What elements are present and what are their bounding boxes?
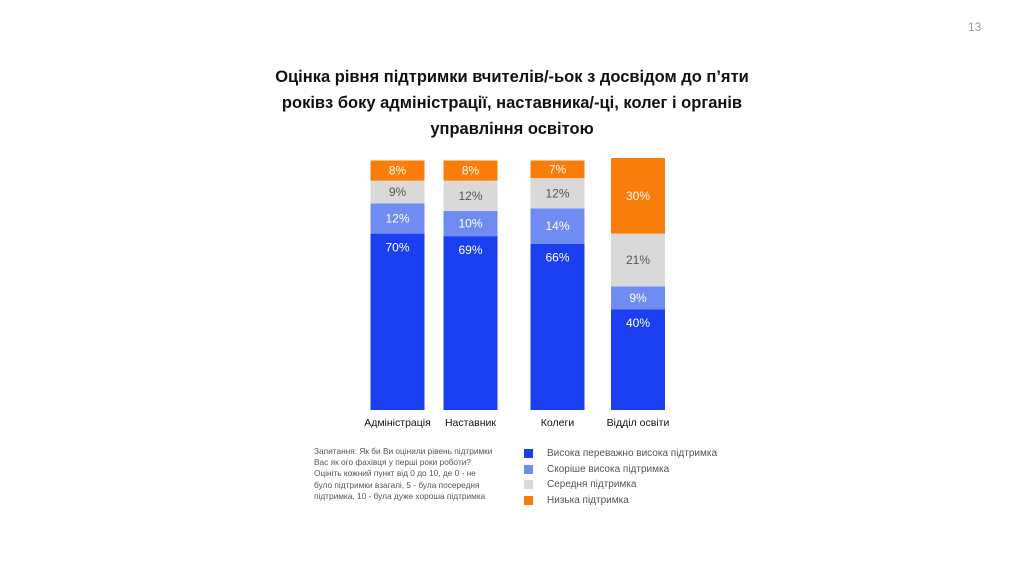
legend-swatch <box>524 495 533 505</box>
category-label: Відділ освіти <box>607 417 670 429</box>
legend-item: Скоріше висока підтримка <box>524 462 717 478</box>
category-label: Адміністрація <box>364 417 431 429</box>
legend-swatch <box>524 449 533 459</box>
data-label: 12% <box>385 211 409 225</box>
legend-label: Середня підтримка <box>547 479 637 491</box>
category-label: Наставник <box>445 417 496 429</box>
bar-segment <box>443 236 498 410</box>
note-line: Оцініть кожний пункт від 0 до 10, де 0 -… <box>314 468 476 479</box>
data-label: 30% <box>626 189 650 203</box>
bar-segment <box>370 180 425 204</box>
data-label: 8% <box>389 164 407 178</box>
bar-segment <box>443 210 498 237</box>
bar-segment <box>443 180 498 211</box>
question-note: Запитання: Як би Ви оцінили рівень підтр… <box>314 446 504 502</box>
chart-title-line: управління освітою <box>430 120 594 138</box>
data-label: 21% <box>626 253 650 267</box>
legend: Висока переважно висока підтримка Скоріш… <box>524 446 717 508</box>
bar-segment <box>530 160 585 179</box>
data-label: 8% <box>462 164 480 178</box>
data-label: 70% <box>385 241 409 255</box>
bar-segment <box>611 233 665 287</box>
legend-item: Низька підтримка <box>524 493 717 509</box>
chart-title-line: роківз боку адміністрації, наставника/-ц… <box>281 94 743 112</box>
legend-label: Висока переважно висока підтримка <box>547 448 718 460</box>
legend-label: Скоріше висока підтримка <box>547 463 670 475</box>
note-line: Вас як ого фахівця у перші роки роботи? <box>314 457 472 468</box>
bar-segment <box>370 160 425 181</box>
data-label: 69% <box>458 243 482 257</box>
data-label: 40% <box>626 316 650 330</box>
data-label: 7% <box>549 162 567 176</box>
data-label: 14% <box>545 219 569 233</box>
bar-segment <box>530 243 585 410</box>
bar-segment <box>370 203 425 234</box>
bar-segment <box>530 178 585 209</box>
bar-segment <box>611 286 665 310</box>
data-label: 9% <box>389 185 407 199</box>
data-label: 9% <box>629 291 647 305</box>
legend-item: Середня підтримка <box>524 477 717 493</box>
bar-segment <box>611 309 665 410</box>
data-label: 66% <box>545 251 569 265</box>
data-label: 12% <box>458 189 482 203</box>
legend-item: Висока переважно висока підтримка <box>524 446 717 462</box>
bar-segment <box>443 160 498 181</box>
legend-swatch <box>524 464 533 474</box>
bar-segment <box>530 208 585 244</box>
legend-label: Низька підтримка <box>547 494 629 506</box>
note-line: підтримка, 10 - була дуже хороша підтрим… <box>314 490 486 501</box>
note-line: було підтримки взагалі, 5 - була посеред… <box>314 479 480 490</box>
chart-title-line: Оцінка рівня підтримки вчителів/-ьок з д… <box>275 68 749 86</box>
bar-segment <box>370 233 425 410</box>
data-label: 12% <box>545 186 569 200</box>
category-label: Колеги <box>541 417 575 429</box>
page-number: 13 <box>968 20 982 34</box>
data-label: 10% <box>458 217 482 231</box>
legend-swatch <box>524 480 533 490</box>
bar-segment <box>611 158 665 234</box>
chart-title: Оцінка рівня підтримки вчителів/-ьок з д… <box>230 64 794 142</box>
note-line: Запитання: Як би Ви оцінили рівень підтр… <box>314 446 493 456</box>
